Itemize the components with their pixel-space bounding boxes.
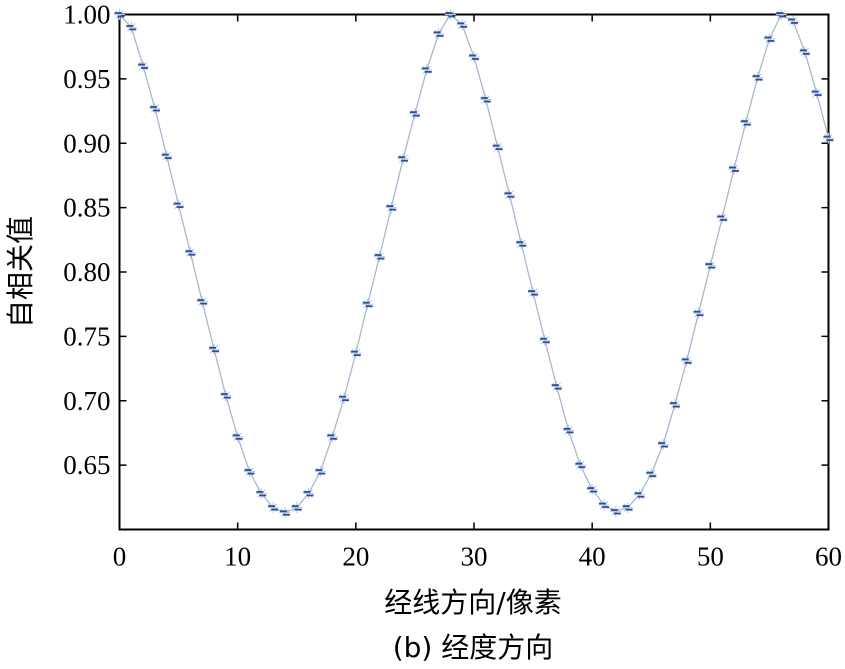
data-point (740, 117, 752, 129)
data-point (291, 502, 303, 514)
data-point (693, 307, 705, 319)
x-axis-title: 经线方向/像素 (384, 586, 561, 619)
data-point (752, 72, 764, 84)
x-tick-label: 50 (697, 542, 724, 572)
data-point (503, 189, 515, 201)
data-point (314, 466, 326, 478)
data-point (255, 487, 267, 499)
data-point (161, 150, 173, 162)
data-point (326, 431, 338, 443)
data-point (137, 60, 149, 72)
x-tick-label: 20 (342, 542, 369, 572)
data-point (563, 424, 575, 436)
x-tick-label: 30 (461, 542, 488, 572)
y-tick-label: 0.80 (63, 257, 110, 287)
axis-ticks (118, 13, 830, 530)
data-point (125, 21, 137, 33)
data-point (775, 9, 787, 20)
data-point (527, 287, 539, 299)
data-point (208, 343, 220, 355)
plot-frame (118, 13, 830, 531)
y-axis-title: 自相关值 (4, 216, 37, 328)
x-tick-label: 40 (579, 542, 606, 572)
data-point (232, 431, 244, 443)
data-point (373, 251, 385, 263)
data-point (338, 392, 350, 404)
y-tick-label: 0.65 (63, 450, 110, 480)
data-point (385, 202, 397, 214)
data-point (492, 141, 504, 153)
data-point (598, 499, 610, 511)
data-point (669, 399, 681, 411)
data-point (704, 260, 716, 272)
data-point (267, 502, 279, 514)
data-point (799, 46, 811, 58)
data-point (811, 87, 823, 99)
data-point (515, 238, 527, 250)
data-point (468, 51, 480, 63)
x-tick-label: 60 (815, 542, 842, 572)
data-point (657, 439, 669, 451)
data-point (539, 334, 551, 346)
y-tick-label: 0.70 (63, 386, 110, 416)
data-point (551, 381, 563, 393)
x-tick-label: 0 (113, 542, 127, 572)
x-tick-label: 10 (224, 542, 251, 572)
data-point (362, 298, 374, 310)
y-tick-label: 0.75 (63, 321, 110, 351)
y-tick-label: 0.90 (63, 128, 110, 158)
data-point (681, 355, 693, 367)
data-point (645, 468, 657, 480)
data-point (633, 489, 645, 501)
data-point (184, 247, 196, 259)
data-point (622, 502, 634, 514)
data-point (787, 15, 799, 27)
data-point (114, 9, 125, 20)
data-point (397, 153, 409, 165)
data-point (480, 93, 492, 105)
y-tick-label: 0.95 (63, 64, 110, 94)
y-tick-label: 1.00 (63, 0, 110, 30)
data-point (728, 163, 740, 175)
data-point (243, 466, 255, 478)
data-point (444, 9, 456, 20)
figure-caption: (b) 经度方向 (393, 631, 554, 664)
data-point (823, 132, 834, 144)
series-line (119, 13, 830, 514)
data-point (586, 484, 598, 496)
data-point (421, 64, 433, 76)
data-point (574, 459, 586, 471)
data-point (149, 102, 161, 114)
data-point (716, 212, 728, 224)
data-point (303, 487, 315, 499)
data-point (456, 19, 468, 31)
data-point (350, 347, 362, 359)
data-point (433, 28, 445, 40)
data-point (279, 507, 291, 519)
data-point (220, 390, 232, 402)
data-point (409, 108, 421, 120)
data-point (196, 296, 208, 308)
data-point (173, 199, 185, 211)
data-point (610, 505, 622, 517)
data-markers (114, 9, 834, 519)
y-tick-label: 0.85 (63, 193, 110, 223)
tick-labels: 0 10 20 30 40 50 60 0.65 0.70 0.75 0.80 0.85 0.90 0.9… (63, 0, 842, 572)
data-point (763, 33, 775, 45)
